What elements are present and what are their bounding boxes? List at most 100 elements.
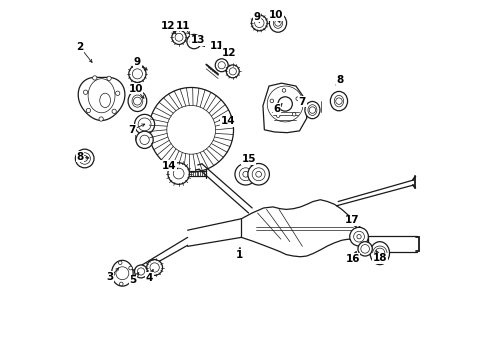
Text: 14: 14 — [220, 116, 235, 126]
Ellipse shape — [273, 18, 283, 28]
Text: 12: 12 — [221, 48, 236, 58]
Ellipse shape — [88, 79, 115, 113]
Ellipse shape — [330, 91, 347, 111]
Text: 11: 11 — [210, 41, 224, 51]
Circle shape — [226, 65, 239, 78]
Circle shape — [112, 109, 116, 113]
Text: 2: 2 — [76, 42, 84, 52]
Text: 9: 9 — [253, 12, 260, 22]
Text: 13: 13 — [191, 35, 205, 45]
Circle shape — [135, 114, 155, 134]
Text: 9: 9 — [134, 57, 141, 67]
Circle shape — [137, 268, 145, 275]
Circle shape — [275, 20, 281, 26]
Ellipse shape — [128, 91, 147, 112]
Circle shape — [375, 248, 385, 258]
Circle shape — [357, 234, 361, 239]
Text: 3: 3 — [106, 272, 114, 282]
Circle shape — [293, 112, 296, 116]
Ellipse shape — [370, 242, 390, 265]
Circle shape — [111, 272, 115, 276]
Circle shape — [120, 282, 123, 286]
Polygon shape — [263, 83, 307, 133]
Circle shape — [235, 163, 256, 185]
Circle shape — [350, 227, 368, 246]
Circle shape — [129, 266, 132, 270]
Circle shape — [248, 163, 270, 185]
Circle shape — [336, 98, 342, 104]
Ellipse shape — [308, 105, 317, 116]
Text: 11: 11 — [176, 21, 191, 31]
Circle shape — [136, 131, 153, 148]
Circle shape — [140, 135, 149, 144]
Circle shape — [168, 163, 190, 184]
Circle shape — [99, 117, 103, 121]
Circle shape — [135, 265, 147, 278]
Polygon shape — [78, 77, 125, 121]
Ellipse shape — [374, 246, 385, 260]
Circle shape — [282, 89, 286, 92]
Circle shape — [243, 171, 248, 177]
Circle shape — [361, 244, 369, 253]
Circle shape — [133, 97, 141, 105]
Text: 8: 8 — [336, 75, 343, 85]
Text: 17: 17 — [345, 215, 360, 225]
Circle shape — [150, 263, 159, 272]
Circle shape — [296, 97, 299, 100]
Circle shape — [239, 168, 252, 181]
Text: 18: 18 — [372, 253, 387, 263]
Circle shape — [229, 68, 236, 75]
Circle shape — [86, 108, 91, 113]
Text: 7: 7 — [299, 97, 306, 107]
Circle shape — [147, 260, 163, 275]
Text: 6: 6 — [273, 104, 281, 114]
Circle shape — [132, 69, 143, 79]
Text: 5: 5 — [129, 275, 137, 285]
Circle shape — [107, 76, 111, 81]
Circle shape — [149, 87, 234, 172]
Circle shape — [309, 107, 316, 113]
Text: 1: 1 — [236, 249, 243, 260]
Circle shape — [218, 62, 225, 69]
Circle shape — [270, 99, 274, 103]
Circle shape — [252, 168, 265, 181]
Ellipse shape — [334, 95, 343, 107]
Circle shape — [129, 65, 146, 82]
Ellipse shape — [305, 102, 320, 119]
Ellipse shape — [132, 95, 143, 107]
Circle shape — [116, 267, 129, 280]
Circle shape — [93, 76, 97, 80]
Text: 14: 14 — [162, 161, 176, 171]
Circle shape — [138, 118, 151, 131]
Circle shape — [276, 114, 280, 117]
Circle shape — [175, 33, 183, 41]
Circle shape — [255, 18, 264, 28]
Circle shape — [187, 35, 201, 49]
Ellipse shape — [270, 14, 287, 32]
Text: 7: 7 — [128, 125, 136, 135]
Circle shape — [190, 38, 198, 45]
Text: 16: 16 — [345, 254, 360, 264]
Text: 8: 8 — [76, 152, 84, 162]
Circle shape — [173, 168, 184, 179]
Circle shape — [119, 261, 122, 265]
Circle shape — [278, 97, 293, 111]
Circle shape — [354, 231, 365, 242]
Circle shape — [167, 105, 216, 154]
Text: 10: 10 — [128, 84, 143, 94]
Circle shape — [116, 91, 120, 95]
Text: 10: 10 — [270, 10, 284, 20]
Circle shape — [82, 156, 88, 161]
Text: 12: 12 — [161, 21, 175, 31]
Circle shape — [376, 249, 383, 257]
Text: 15: 15 — [242, 154, 256, 164]
Circle shape — [75, 149, 94, 168]
Circle shape — [373, 246, 387, 260]
Circle shape — [256, 171, 262, 177]
Text: 4: 4 — [146, 273, 153, 283]
Circle shape — [172, 30, 186, 44]
Circle shape — [251, 15, 267, 31]
Circle shape — [358, 242, 372, 256]
Circle shape — [215, 59, 228, 72]
Circle shape — [83, 90, 88, 94]
